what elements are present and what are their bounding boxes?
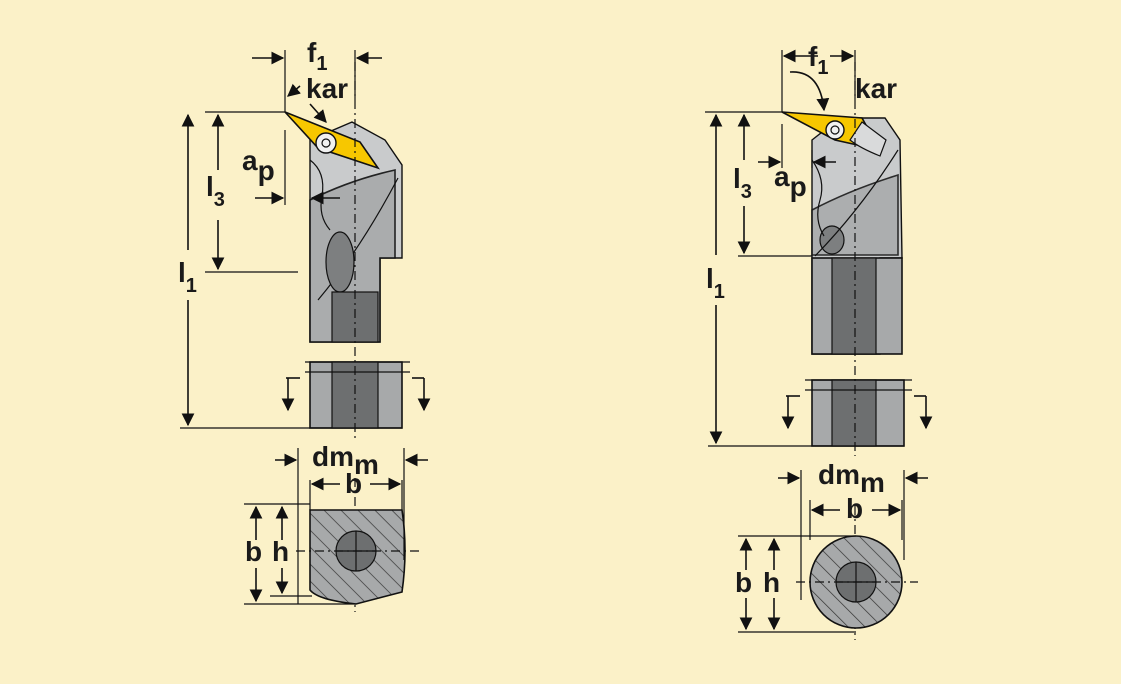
right-l1-label: l bbox=[706, 263, 714, 294]
right-l3-label: l bbox=[733, 163, 741, 194]
svg-text:l3: l3 bbox=[206, 171, 225, 211]
right-l1-sub: 1 bbox=[714, 281, 725, 303]
right-ap-sub: p bbox=[790, 171, 807, 202]
left-f-sub: 1 bbox=[316, 53, 327, 75]
tool-left-dimensions bbox=[180, 50, 431, 605]
tool-left-shank bbox=[305, 361, 410, 429]
right-b-side-label: b bbox=[735, 567, 752, 598]
right-dmm-label: dm bbox=[818, 459, 860, 490]
svg-text:l1: l1 bbox=[706, 263, 725, 303]
svg-text:f1: f1 bbox=[307, 37, 327, 75]
tool-right-dimensions bbox=[705, 49, 933, 633]
svg-text:dmm: dmm bbox=[312, 441, 379, 480]
left-l3-sub: 3 bbox=[214, 189, 225, 211]
left-h-label: h bbox=[272, 536, 289, 567]
right-f-sub: 1 bbox=[817, 57, 828, 79]
svg-text:l3: l3 bbox=[733, 163, 752, 203]
left-b-side-label: b bbox=[245, 536, 262, 567]
svg-text:f1: f1 bbox=[808, 41, 828, 79]
right-h-label: h bbox=[763, 567, 780, 598]
left-l1-label: l bbox=[178, 257, 186, 288]
tool-right: f1 kar ap l3 l1 dmm b b h bbox=[705, 41, 933, 640]
tool-right-cross-section bbox=[796, 535, 918, 629]
left-dmm-label: dm bbox=[312, 441, 354, 472]
right-b-top-label: b bbox=[846, 493, 863, 524]
left-kar-label: kar bbox=[306, 73, 348, 104]
right-ap-label: a bbox=[774, 161, 790, 192]
left-ap-label: a bbox=[242, 145, 258, 176]
tool-right-shank bbox=[805, 379, 912, 447]
right-dmm-sub: m bbox=[860, 467, 885, 498]
left-f-label: f bbox=[307, 37, 317, 68]
tool-left-cross-section bbox=[296, 509, 420, 605]
svg-text:ap: ap bbox=[242, 145, 275, 186]
right-kar-label: kar bbox=[855, 73, 897, 104]
tool-left-insert bbox=[284, 111, 381, 170]
left-dmm-sub: m bbox=[354, 449, 379, 480]
svg-text:dmm: dmm bbox=[818, 459, 885, 498]
tool-left: f1 kar ap l3 l1 dmm b b h bbox=[178, 37, 431, 612]
left-ap-sub: p bbox=[258, 155, 275, 186]
tool-right-head bbox=[811, 117, 903, 355]
right-l3-sub: 3 bbox=[741, 181, 752, 203]
svg-text:l1: l1 bbox=[178, 257, 197, 297]
svg-text:ap: ap bbox=[774, 161, 807, 202]
right-f-label: f bbox=[808, 41, 818, 72]
left-l3-label: l bbox=[206, 171, 214, 202]
left-b-top-label: b bbox=[345, 468, 362, 499]
left-l1-sub: 1 bbox=[186, 275, 197, 297]
